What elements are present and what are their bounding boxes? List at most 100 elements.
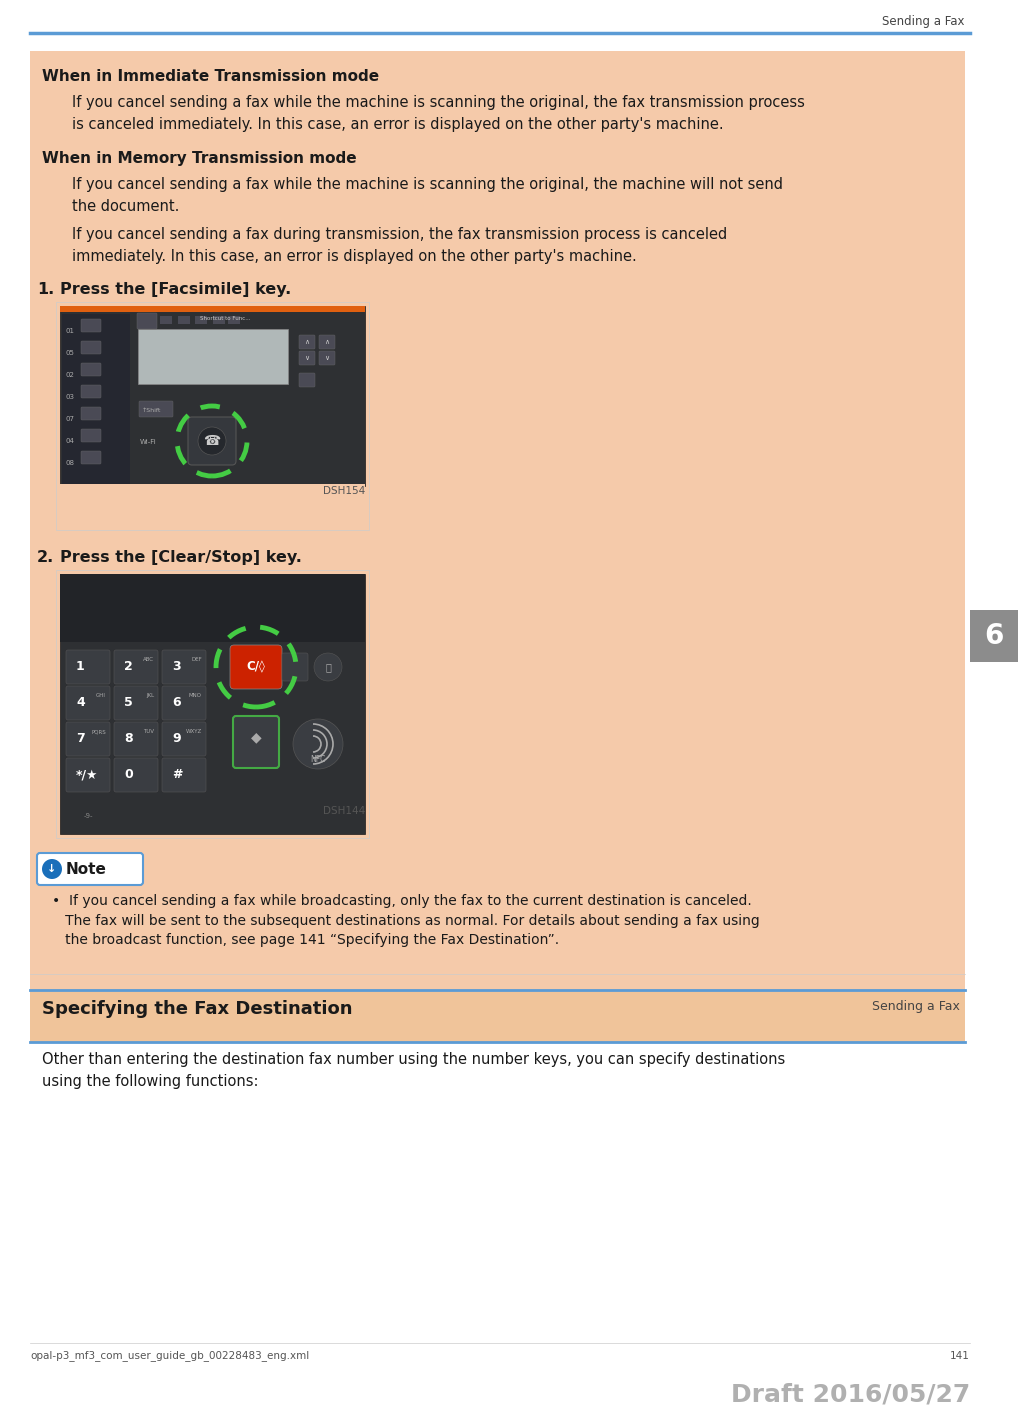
FancyBboxPatch shape bbox=[56, 570, 369, 838]
FancyBboxPatch shape bbox=[299, 351, 315, 365]
Text: ↑Shift: ↑Shift bbox=[142, 408, 162, 412]
Text: WXYZ: WXYZ bbox=[185, 729, 202, 735]
FancyBboxPatch shape bbox=[60, 306, 365, 313]
FancyBboxPatch shape bbox=[81, 318, 101, 333]
FancyBboxPatch shape bbox=[140, 315, 152, 324]
Text: 01: 01 bbox=[65, 328, 74, 334]
FancyBboxPatch shape bbox=[282, 654, 308, 681]
Text: 6: 6 bbox=[984, 622, 1004, 649]
Text: 3: 3 bbox=[172, 661, 180, 674]
Text: Press the [Facsimile] key.: Press the [Facsimile] key. bbox=[60, 281, 291, 297]
Text: When in Memory Transmission mode: When in Memory Transmission mode bbox=[42, 151, 356, 166]
FancyBboxPatch shape bbox=[178, 315, 190, 324]
Text: ABC: ABC bbox=[143, 657, 154, 662]
Text: TUV: TUV bbox=[143, 729, 154, 735]
Text: 05: 05 bbox=[65, 350, 74, 357]
FancyBboxPatch shape bbox=[60, 574, 365, 642]
FancyBboxPatch shape bbox=[81, 385, 101, 398]
FancyBboxPatch shape bbox=[162, 722, 206, 756]
FancyBboxPatch shape bbox=[62, 314, 130, 485]
Text: If you cancel sending a fax while the machine is scanning the original, the mach: If you cancel sending a fax while the ma… bbox=[72, 178, 783, 213]
FancyBboxPatch shape bbox=[56, 303, 369, 530]
FancyBboxPatch shape bbox=[233, 716, 279, 767]
Circle shape bbox=[197, 426, 226, 455]
Text: NFC: NFC bbox=[310, 755, 326, 763]
FancyBboxPatch shape bbox=[30, 51, 965, 996]
Text: C/◊: C/◊ bbox=[246, 661, 266, 674]
FancyBboxPatch shape bbox=[81, 429, 101, 442]
FancyBboxPatch shape bbox=[970, 610, 1018, 662]
FancyBboxPatch shape bbox=[195, 315, 207, 324]
Text: 04: 04 bbox=[65, 438, 74, 443]
FancyBboxPatch shape bbox=[114, 686, 158, 720]
FancyBboxPatch shape bbox=[188, 416, 236, 465]
FancyBboxPatch shape bbox=[230, 645, 282, 689]
Text: ⏻: ⏻ bbox=[325, 662, 331, 672]
FancyBboxPatch shape bbox=[162, 649, 206, 684]
Text: 2: 2 bbox=[124, 661, 132, 674]
FancyBboxPatch shape bbox=[30, 990, 965, 1042]
FancyBboxPatch shape bbox=[137, 313, 157, 330]
FancyBboxPatch shape bbox=[319, 335, 335, 350]
FancyBboxPatch shape bbox=[81, 362, 101, 377]
Text: 02: 02 bbox=[65, 372, 74, 378]
Text: Draft 2016/05/27: Draft 2016/05/27 bbox=[731, 1383, 970, 1405]
Text: 1: 1 bbox=[76, 661, 84, 674]
Text: ∨: ∨ bbox=[304, 355, 309, 361]
Text: DSH144: DSH144 bbox=[323, 806, 365, 816]
FancyBboxPatch shape bbox=[299, 372, 315, 387]
Text: 2.: 2. bbox=[37, 550, 54, 566]
FancyBboxPatch shape bbox=[213, 315, 225, 324]
Circle shape bbox=[314, 654, 342, 681]
Text: ◆: ◆ bbox=[250, 730, 262, 745]
Text: */★: */★ bbox=[76, 769, 99, 782]
FancyBboxPatch shape bbox=[81, 450, 101, 465]
Text: 8: 8 bbox=[124, 732, 132, 746]
Text: ↓: ↓ bbox=[47, 864, 57, 874]
FancyBboxPatch shape bbox=[114, 722, 158, 756]
Text: 08: 08 bbox=[65, 460, 74, 466]
Text: Shortcut to Func...: Shortcut to Func... bbox=[200, 315, 250, 321]
Text: Other than entering the destination fax number using the number keys, you can sp: Other than entering the destination fax … bbox=[42, 1052, 785, 1088]
Text: MNO: MNO bbox=[189, 693, 202, 698]
FancyBboxPatch shape bbox=[60, 574, 365, 834]
Text: If you cancel sending a fax during transmission, the fax transmission process is: If you cancel sending a fax during trans… bbox=[72, 227, 727, 264]
FancyBboxPatch shape bbox=[81, 341, 101, 354]
Circle shape bbox=[42, 860, 62, 880]
Text: opal-p3_mf3_com_user_guide_gb_00228483_eng.xml: opal-p3_mf3_com_user_guide_gb_00228483_e… bbox=[30, 1350, 309, 1361]
Text: Sending a Fax: Sending a Fax bbox=[883, 16, 965, 28]
Text: •  If you cancel sending a fax while broadcasting, only the fax to the current d: • If you cancel sending a fax while broa… bbox=[52, 894, 759, 946]
FancyBboxPatch shape bbox=[66, 686, 110, 720]
Text: If you cancel sending a fax while the machine is scanning the original, the fax : If you cancel sending a fax while the ma… bbox=[72, 95, 805, 132]
Text: ∧: ∧ bbox=[304, 340, 309, 345]
FancyBboxPatch shape bbox=[162, 686, 206, 720]
FancyBboxPatch shape bbox=[160, 315, 172, 324]
Text: 6: 6 bbox=[172, 696, 180, 709]
Text: ∨: ∨ bbox=[325, 355, 330, 361]
Text: #: # bbox=[172, 769, 182, 782]
Text: 5: 5 bbox=[124, 696, 132, 709]
Text: 4: 4 bbox=[76, 696, 84, 709]
FancyBboxPatch shape bbox=[60, 485, 365, 526]
FancyBboxPatch shape bbox=[60, 306, 365, 486]
FancyBboxPatch shape bbox=[162, 757, 206, 791]
FancyBboxPatch shape bbox=[37, 853, 143, 885]
Text: DEF: DEF bbox=[191, 657, 202, 662]
Text: PQRS: PQRS bbox=[92, 729, 106, 735]
FancyBboxPatch shape bbox=[81, 406, 101, 421]
Text: 9: 9 bbox=[172, 732, 180, 746]
Circle shape bbox=[293, 719, 343, 769]
Text: 1.: 1. bbox=[37, 281, 54, 297]
Text: ∧: ∧ bbox=[325, 340, 330, 345]
FancyBboxPatch shape bbox=[66, 649, 110, 684]
Text: Wi-Fi: Wi-Fi bbox=[140, 439, 157, 445]
Text: Note: Note bbox=[66, 861, 107, 877]
FancyBboxPatch shape bbox=[66, 757, 110, 791]
FancyBboxPatch shape bbox=[319, 351, 335, 365]
FancyBboxPatch shape bbox=[114, 649, 158, 684]
FancyBboxPatch shape bbox=[138, 330, 288, 384]
Text: DSH154: DSH154 bbox=[323, 486, 365, 496]
Text: 7: 7 bbox=[76, 732, 84, 746]
Text: Press the [Clear/Stop] key.: Press the [Clear/Stop] key. bbox=[60, 550, 302, 566]
Text: GHI: GHI bbox=[96, 693, 106, 698]
